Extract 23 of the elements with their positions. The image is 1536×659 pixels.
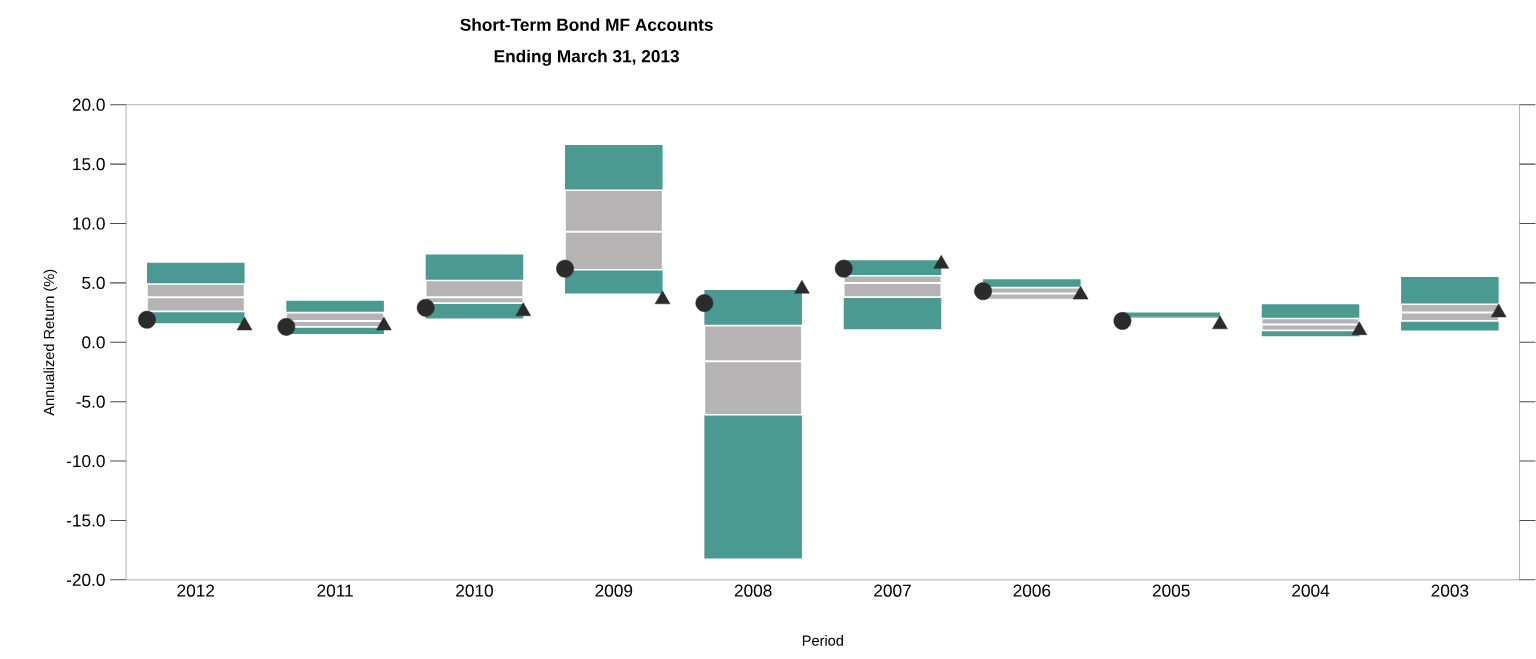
chart-title: Short-Term Bond MF Accounts [460, 18, 713, 31]
y-tick-label: -20.0 [66, 573, 105, 586]
x-axis-title: Period [802, 635, 843, 646]
x-tick-label: 2005 [1152, 584, 1190, 597]
y-tick-label: -10.0 [66, 454, 105, 468]
y-tick-label: 10.0 [73, 217, 105, 230]
x-tick-label: 2003 [1431, 584, 1469, 597]
y-tick-label: 15.0 [73, 158, 105, 171]
y-tick-label: 5.0 [82, 276, 105, 290]
x-tick-label: 2008 [734, 584, 772, 597]
x-tick-label: 2006 [1013, 584, 1051, 597]
chart-subtitle: Ending March 31, 2013 [494, 49, 679, 66]
y-tick-label: 20.0 [72, 98, 105, 111]
x-tick-label: 2010 [456, 584, 493, 597]
x-tick-label: 2009 [595, 584, 633, 597]
x-tick-label: 2012 [177, 584, 215, 597]
x-tick-label: 2011 [317, 584, 353, 597]
x-tick-label: 2004 [1292, 584, 1330, 597]
x-tick-label: 2007 [874, 584, 911, 597]
y-tick-label: 0.0 [82, 336, 105, 349]
y-axis-title: Annualized Return (%) [43, 269, 58, 416]
y-tick-label: -5.0 [76, 395, 105, 408]
y-tick-label: -15.0 [66, 514, 105, 527]
